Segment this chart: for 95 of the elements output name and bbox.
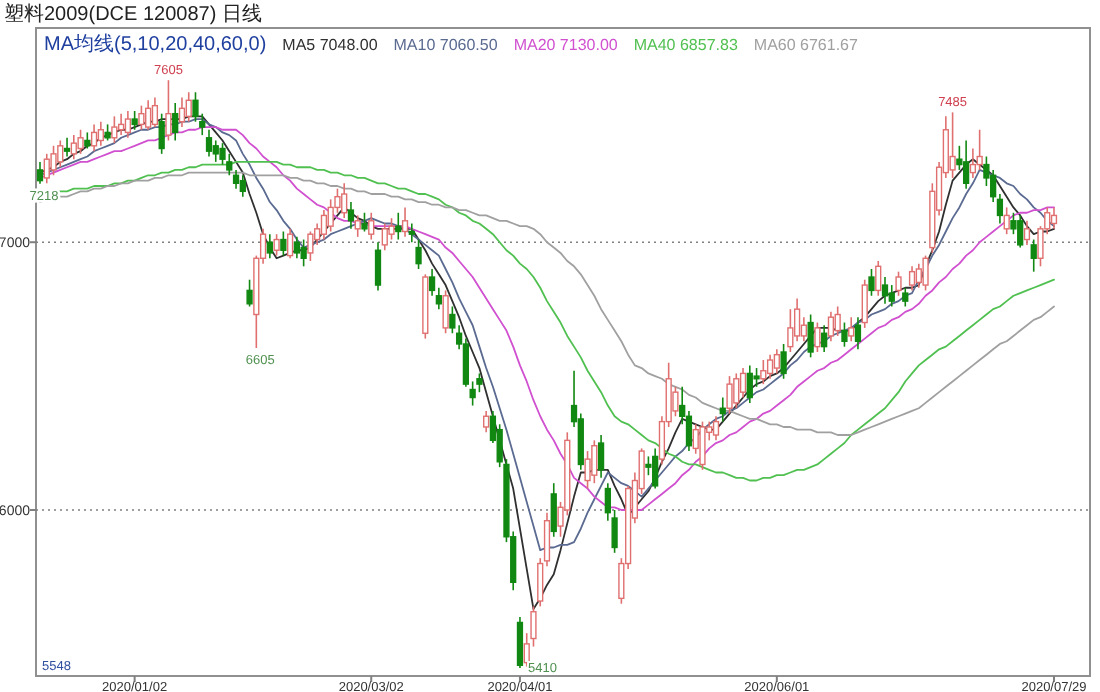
candlestick xyxy=(286,228,294,260)
candlestick xyxy=(821,324,828,353)
candlestick xyxy=(165,79,172,142)
candlestick xyxy=(131,110,138,131)
text: MA20 7130.00 xyxy=(513,36,619,54)
candlestick xyxy=(347,201,355,230)
candlestick xyxy=(780,343,787,380)
candlestick xyxy=(861,278,868,329)
candlestick xyxy=(1003,206,1010,235)
text: MA10 7060.50 xyxy=(393,36,499,54)
candlestick xyxy=(368,211,375,241)
candlestick xyxy=(976,128,983,171)
candlestick xyxy=(591,439,598,485)
candlestick xyxy=(726,375,733,415)
candlestick xyxy=(719,396,726,423)
candlestick xyxy=(185,91,192,123)
candlestick xyxy=(138,104,145,131)
candlestick xyxy=(178,96,186,128)
candlestick xyxy=(43,153,50,185)
candlestick xyxy=(868,268,875,297)
candlestick xyxy=(415,238,422,270)
candlestick xyxy=(516,616,524,669)
candlestick xyxy=(172,102,179,142)
candlestick xyxy=(97,120,104,147)
candlestick xyxy=(381,222,388,252)
candlestick xyxy=(773,348,780,375)
candlestick xyxy=(401,206,409,238)
candlestick xyxy=(854,316,862,351)
candlestick xyxy=(1017,214,1024,249)
candlestick xyxy=(361,211,368,233)
candlestick xyxy=(50,145,57,177)
candlestick xyxy=(90,123,98,152)
candlestick xyxy=(699,420,706,471)
candlestick xyxy=(57,139,64,169)
candlestick xyxy=(807,313,814,359)
candlestick xyxy=(77,128,84,155)
candlestick xyxy=(354,214,361,238)
candlestick xyxy=(232,169,240,190)
candlestick xyxy=(672,386,679,418)
candlestick xyxy=(145,99,152,131)
candlestick xyxy=(158,112,165,155)
candlestick xyxy=(395,211,402,241)
candlestick xyxy=(341,182,348,219)
candlestick xyxy=(949,111,956,179)
candlestick xyxy=(1023,219,1031,246)
legend-title: MA均线(5,10,20,40,60,0) xyxy=(44,32,267,56)
candlestick xyxy=(307,230,314,262)
candlestick xyxy=(374,241,382,292)
candlestick xyxy=(1050,206,1058,230)
candlestick xyxy=(875,260,882,297)
candlestick xyxy=(834,305,841,337)
text: MA60 6761.67 xyxy=(753,36,859,54)
candlestick xyxy=(827,311,835,343)
candlestick xyxy=(205,128,213,158)
candlestick xyxy=(239,174,246,198)
candlestick xyxy=(712,415,720,442)
candlestick xyxy=(848,316,855,343)
candlestick xyxy=(550,482,557,538)
candlestick xyxy=(442,289,449,335)
candlestick xyxy=(408,222,415,244)
candlestick xyxy=(111,115,118,144)
candlestick xyxy=(881,276,889,305)
text: MA5 7048.00 xyxy=(282,36,379,54)
candlestick xyxy=(266,233,273,260)
candlestick xyxy=(63,136,71,158)
candlestick xyxy=(746,364,753,404)
candlestick xyxy=(841,321,848,348)
candlestick xyxy=(766,353,774,380)
candlestick xyxy=(800,316,808,343)
candlestick xyxy=(962,139,970,190)
candlestick xyxy=(908,265,916,292)
candlestick xyxy=(280,230,287,257)
candlestick xyxy=(124,110,132,139)
candlestick xyxy=(293,236,301,260)
candlestick xyxy=(36,161,44,185)
candlestick xyxy=(70,134,77,161)
candlestick xyxy=(117,112,125,136)
candlestick xyxy=(888,284,895,308)
candlestick xyxy=(895,270,902,297)
candlestick xyxy=(300,238,307,268)
candlestick xyxy=(760,359,767,385)
text: MA40 6857.83 xyxy=(633,36,739,54)
candlestick xyxy=(733,372,740,410)
candlestick xyxy=(483,410,490,434)
candlestick xyxy=(273,233,280,257)
candlestick xyxy=(1030,238,1037,273)
chart-title: 塑料2009(DCE 120087) 日线 xyxy=(4,2,262,26)
candlestick xyxy=(922,254,929,292)
candlestick xyxy=(652,447,659,490)
candlestick xyxy=(814,321,821,353)
candlestick xyxy=(902,286,909,308)
candlestick xyxy=(597,434,605,479)
candlestick xyxy=(246,278,253,308)
candlestick xyxy=(915,262,922,289)
candlestick xyxy=(151,96,159,128)
